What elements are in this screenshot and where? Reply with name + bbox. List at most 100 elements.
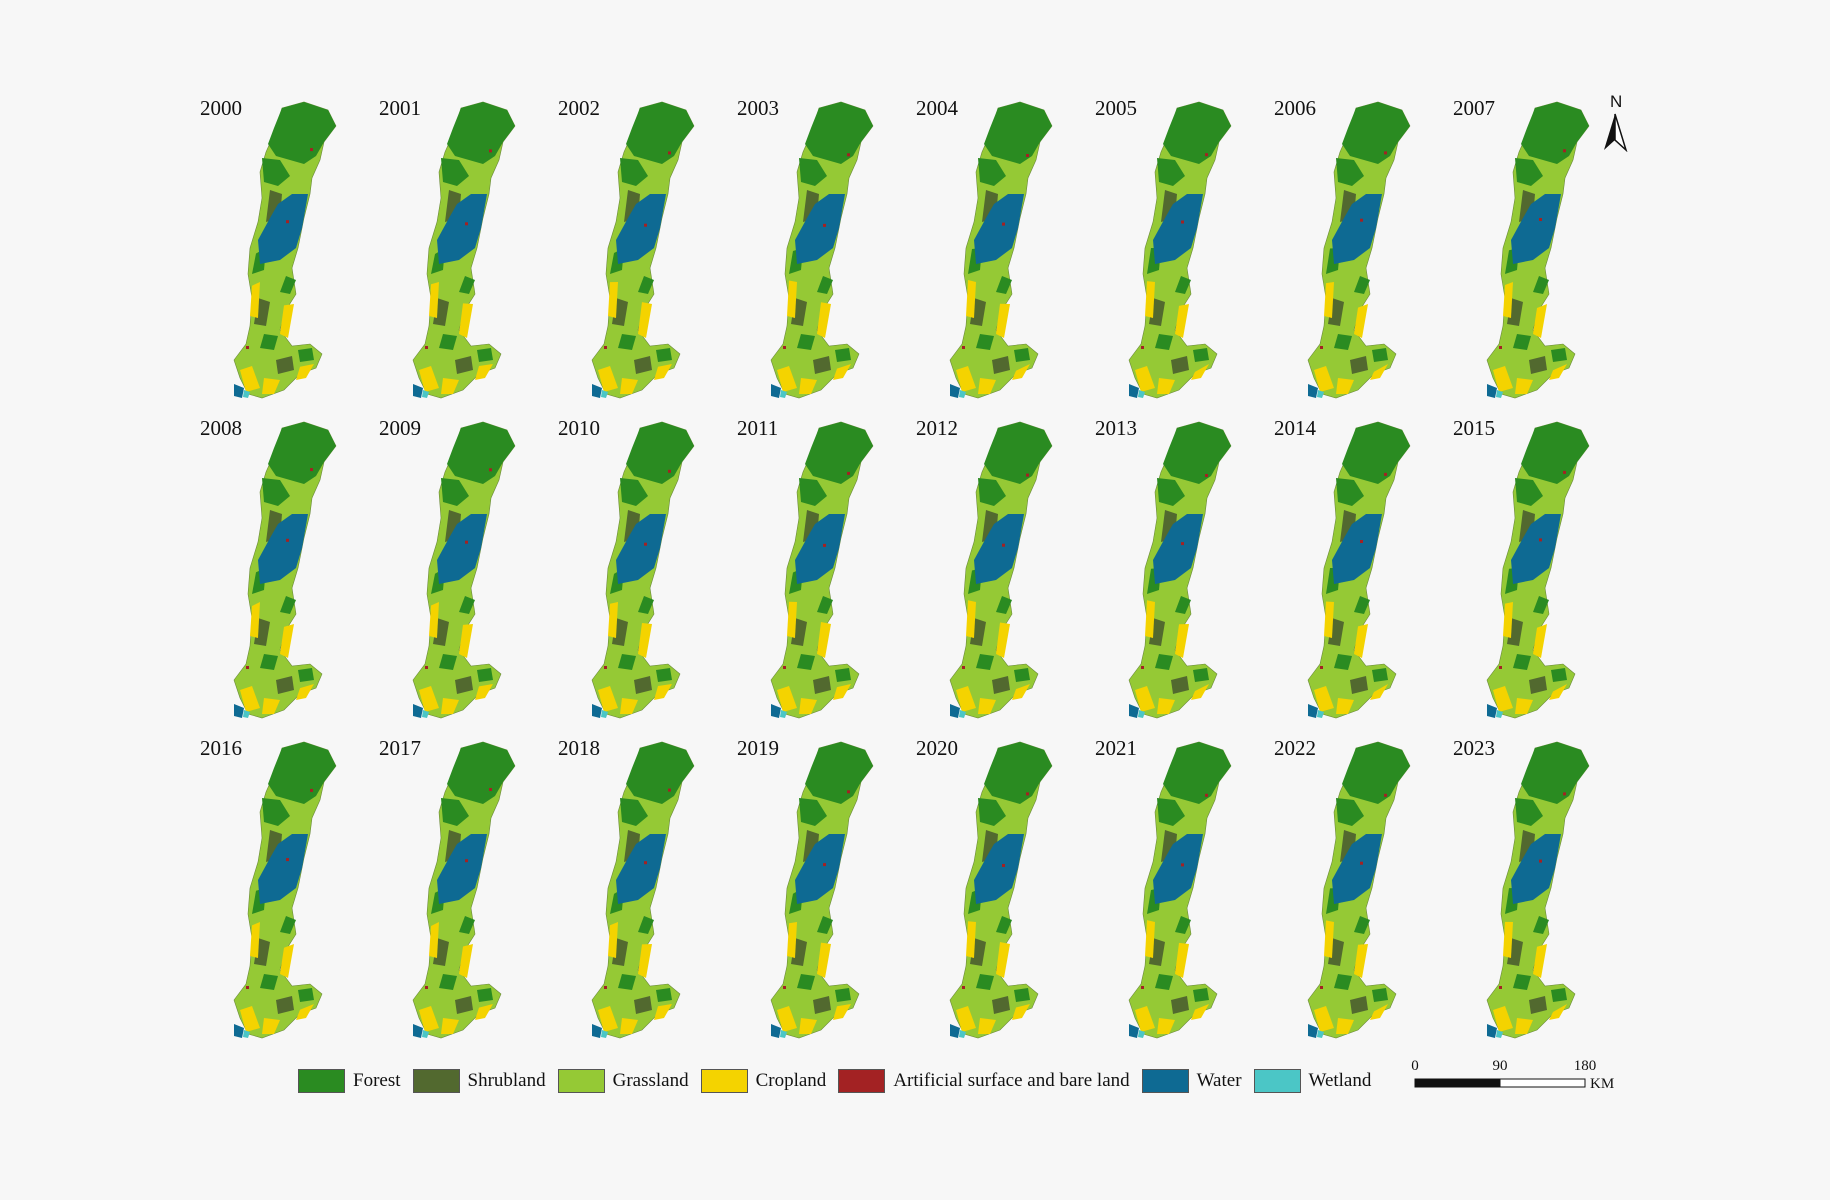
legend-item: Grassland [557,1069,689,1093]
legend: Forest Shrubland Grassland Cropland Artifici… [298,1066,1383,1096]
land-cover-map [591,421,695,719]
land-cover-map [949,741,1053,1039]
map-panel: 2011 [737,418,917,738]
land-cover-map [591,101,695,399]
map-panel: 2002 [558,98,738,418]
land-cover-map [233,101,337,399]
map-panel: 2000 [200,98,380,418]
year-label: 2009 [379,416,421,440]
map-panel: 2012 [916,418,1096,738]
land-cover-map [949,421,1053,719]
year-label: 2016 [200,736,242,760]
land-cover-map [1307,101,1411,399]
map-panel: 2017 [379,738,559,1058]
land-cover-map [1128,101,1232,399]
land-cover-map [591,741,695,1039]
year-label: 2014 [1274,416,1316,440]
map-panel: 2020 [916,738,1096,1058]
map-panel: 2018 [558,738,738,1058]
land-cover-map [1307,741,1411,1039]
legend-swatch [412,1069,460,1093]
map-panel: 2010 [558,418,738,738]
legend-item: Artificial surface and bare land [838,1069,1130,1093]
year-label: 2011 [737,416,779,440]
year-label: 2004 [916,96,958,120]
map-panel: 2013 [1095,418,1275,738]
land-cover-map [1486,741,1590,1039]
year-label: 2012 [916,416,958,440]
legend-swatch [1141,1069,1189,1093]
land-cover-map [412,741,516,1039]
land-cover-map [233,421,337,719]
north-label: N [1610,92,1623,111]
legend-label: Artificial surface and bare land [893,1070,1130,1091]
legend-swatch [1253,1069,1301,1093]
map-panel: 2007 [1453,98,1633,418]
year-label: 2005 [1095,96,1137,120]
land-cover-map [1128,421,1232,719]
map-panel: 2016 [200,738,380,1058]
year-label: 2001 [379,96,421,120]
year-label: 2017 [379,736,421,760]
year-label: 2002 [558,96,600,120]
land-cover-map [949,101,1053,399]
map-panel: 2003 [737,98,917,418]
year-label: 2022 [1274,736,1316,760]
year-label: 2006 [1274,96,1316,120]
land-cover-map [412,421,516,719]
north-arrow: N [1600,92,1630,157]
land-cover-map [770,741,874,1039]
map-panel: 2005 [1095,98,1275,418]
year-label: 2023 [1453,736,1495,760]
scale-tick-180: 180 [1573,1058,1597,1074]
land-cover-map [1128,741,1232,1039]
map-panel: 2009 [379,418,559,738]
scale-tick-0: 0 [1411,1058,1419,1074]
legend-item: Cropland [700,1069,827,1093]
year-label: 2018 [558,736,600,760]
map-panel: 2015 [1453,418,1633,738]
north-arrow-icon [1604,113,1628,153]
year-label: 2000 [200,96,242,120]
year-label: 2007 [1453,96,1495,120]
map-panel: 2006 [1274,98,1454,418]
map-panel: 2023 [1453,738,1633,1058]
legend-label: Grassland [612,1070,689,1091]
scale-unit: KM [1590,1076,1615,1092]
legend-label: Water [1196,1070,1242,1091]
scale-bar: 0 90 180 KM [1410,1058,1620,1098]
legend-label: Wetland [1308,1070,1372,1091]
scale-bar-graphic [1414,1078,1586,1088]
legend-swatch [700,1069,748,1093]
year-label: 2015 [1453,416,1495,440]
legend-swatch [838,1069,886,1093]
land-cover-map [770,421,874,719]
land-cover-map [412,101,516,399]
map-panel: 2019 [737,738,917,1058]
map-panel: 2008 [200,418,380,738]
year-label: 2019 [737,736,779,760]
legend-label: Forest [353,1070,401,1091]
land-cover-map [1486,421,1590,719]
legend-item: Water [1141,1069,1242,1093]
map-panel: 2021 [1095,738,1275,1058]
land-cover-map [770,101,874,399]
land-cover-map [1307,421,1411,719]
legend-item: Shrubland [412,1069,546,1093]
legend-swatch [298,1069,345,1093]
map-panel: 2001 [379,98,559,418]
land-cover-map [233,741,337,1039]
map-panel: 2004 [916,98,1096,418]
map-panel: 2022 [1274,738,1454,1058]
legend-swatch [557,1069,605,1093]
land-cover-map [1486,101,1590,399]
legend-item: Wetland [1253,1069,1372,1093]
legend-label: Cropland [755,1070,827,1091]
year-label: 2013 [1095,416,1137,440]
year-label: 2021 [1095,736,1137,760]
scale-tick-90: 90 [1492,1058,1508,1074]
legend-item: Forest [298,1069,401,1093]
year-label: 2008 [200,416,242,440]
year-label: 2010 [558,416,600,440]
legend-label: Shrubland [467,1070,546,1091]
